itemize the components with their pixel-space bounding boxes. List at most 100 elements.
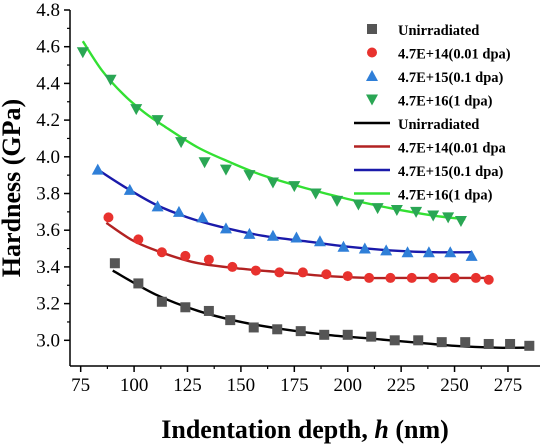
data-point <box>444 246 457 258</box>
y-tick-label: 3.0 <box>36 330 60 351</box>
data-point <box>109 258 120 269</box>
data-point <box>410 206 423 218</box>
legend-label-0: Unirradiated <box>398 23 479 39</box>
data-point <box>371 203 384 215</box>
x-tick-label: 125 <box>173 375 202 396</box>
data-point <box>319 329 330 340</box>
x-tick-label: 275 <box>494 375 523 396</box>
data-point <box>272 324 283 335</box>
data-point <box>76 47 89 59</box>
data-point <box>366 331 377 342</box>
y-tick-label: 4.4 <box>36 73 60 94</box>
data-point <box>483 338 494 349</box>
data-point <box>342 271 353 282</box>
y-tick-label: 3.2 <box>36 294 60 315</box>
data-point <box>427 210 440 222</box>
x-tick-label: 150 <box>227 375 256 396</box>
legend-label-2: 4.7E+15(0.1 dpa) <box>398 70 504 86</box>
data-point <box>337 240 350 252</box>
data-point <box>505 338 516 349</box>
data-point <box>413 335 424 346</box>
data-point <box>358 242 371 254</box>
fit-line-3 <box>81 40 466 221</box>
data-point <box>219 222 232 234</box>
data-point <box>104 74 117 86</box>
data-point <box>250 265 261 276</box>
data-point <box>243 227 256 239</box>
legend-label-3: 4.7E+16(1 dpa) <box>398 94 493 110</box>
data-point <box>130 104 143 116</box>
data-point <box>483 274 494 285</box>
data-point <box>172 205 185 217</box>
x-tick-label: 100 <box>120 375 149 396</box>
data-point <box>454 216 467 228</box>
data-point <box>175 137 188 149</box>
data-point <box>422 246 435 258</box>
data-point <box>133 278 144 289</box>
data-point <box>406 272 417 283</box>
data-point <box>123 183 136 195</box>
data-point <box>428 272 439 283</box>
data-point <box>449 272 460 283</box>
data-point <box>295 326 306 337</box>
data-point <box>133 234 144 245</box>
x-tick-label: 200 <box>333 375 362 396</box>
y-tick-label: 4.8 <box>36 0 60 21</box>
data-point <box>266 229 279 241</box>
data-point <box>203 305 214 316</box>
x-tick-label: 225 <box>387 375 416 396</box>
data-point <box>91 163 104 175</box>
legend: Unirradiated 4.7E+14(0.01 dpa) 4.7E+15(0.1… <box>354 23 511 204</box>
data-point <box>321 269 332 280</box>
data-point <box>103 212 114 223</box>
data-point <box>309 188 322 200</box>
legend-fit-label-0: Unirradiated <box>398 117 479 133</box>
x-axis-title: Indentation depth, h (nm) <box>161 415 449 444</box>
data-point <box>156 247 167 258</box>
data-point <box>151 115 164 127</box>
data-point <box>180 250 191 261</box>
x-tick-label: 250 <box>440 375 469 396</box>
legend-marker-3 <box>366 94 378 106</box>
legend-fit-label-1: 4.7E+14(0.01 dpa <box>398 141 507 157</box>
data-point <box>198 157 211 169</box>
x-tick-label: 75 <box>71 375 90 396</box>
data-point <box>442 212 455 224</box>
data-point <box>524 340 535 351</box>
data-point <box>290 231 303 243</box>
data-point <box>460 337 471 348</box>
data-point <box>156 296 167 307</box>
y-axis-title: Hardness (GPa) <box>0 99 26 277</box>
fit-line-2 <box>97 168 472 254</box>
data-point <box>227 261 238 272</box>
legend-fit-label-3: 4.7E+16(1 dpa) <box>398 188 493 204</box>
data-point <box>297 267 308 278</box>
legend-marker-0 <box>367 24 377 34</box>
data-point <box>436 337 447 348</box>
data-point <box>288 181 301 193</box>
data-point <box>203 254 214 265</box>
data-point <box>180 302 191 313</box>
y-tick-label: 3.6 <box>36 220 60 241</box>
legend-marker-1 <box>367 47 377 58</box>
data-point <box>389 335 400 346</box>
data-point <box>331 195 344 207</box>
data-point <box>219 164 232 176</box>
data-point <box>243 170 256 182</box>
data-point <box>266 177 279 189</box>
data-point <box>196 211 209 223</box>
data-point <box>385 272 396 283</box>
data-point <box>342 329 353 340</box>
data-point <box>274 267 285 278</box>
data-point <box>248 322 259 333</box>
data-point <box>364 272 375 283</box>
y-tick-label: 4.2 <box>36 110 60 131</box>
data-point <box>401 246 414 258</box>
y-tick-label: 4.6 <box>36 37 60 58</box>
data-point <box>470 272 481 283</box>
x-ticks: 75 100 125 150 175 200 225 250 275 <box>71 366 522 396</box>
y-tick-label: 3.8 <box>36 184 60 205</box>
plot-frame <box>69 10 540 367</box>
y-tick-label: 4.0 <box>36 147 60 168</box>
